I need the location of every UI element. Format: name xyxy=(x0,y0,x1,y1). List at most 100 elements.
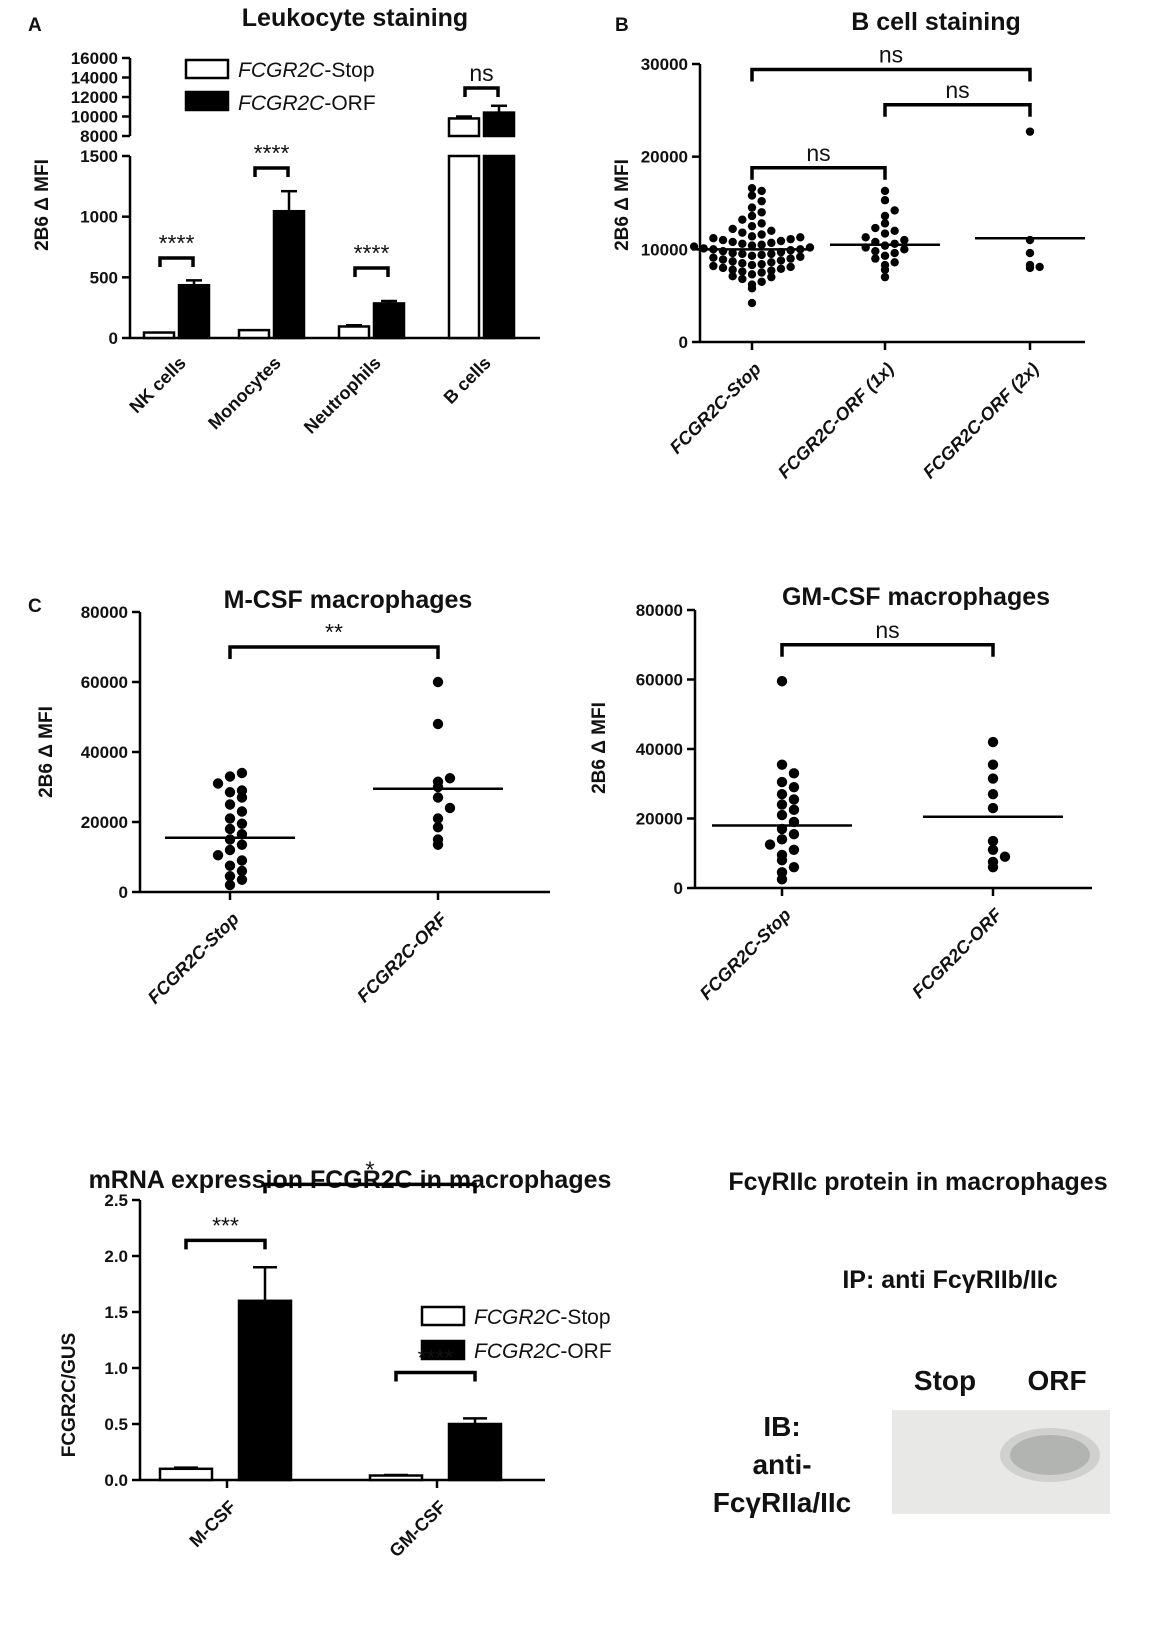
blot-ib-line2: anti- xyxy=(752,1449,811,1480)
bar-orf-d xyxy=(237,1299,293,1482)
y-tick-label-a: 14000 xyxy=(71,69,118,88)
blot-lane-stop: Stop xyxy=(914,1365,976,1396)
y-tick-label-d: 1.0 xyxy=(104,1359,128,1378)
data-point xyxy=(880,186,890,196)
chart-title-c2: GM-CSF macrophages xyxy=(782,583,1050,611)
legend-swatch-orf xyxy=(184,90,230,112)
data-point xyxy=(890,226,899,235)
x-tick-label: FCGR2C-Stop xyxy=(696,905,795,1004)
legend-label-orf: FCGR2C-ORF xyxy=(238,92,376,115)
panel-d-mrna-expression: mRNA expression FCGR2C in macrophages FC… xyxy=(59,1156,612,1561)
comparison-a-label: **** xyxy=(254,140,290,166)
data-point xyxy=(767,226,776,235)
data-point xyxy=(236,767,248,779)
legend-swatch-orf-d xyxy=(420,1339,466,1361)
data-point xyxy=(776,799,788,810)
blot-ib-line3: FcγRIIa/IIc xyxy=(713,1487,852,1518)
data-point xyxy=(432,822,444,833)
bar-orf-d xyxy=(447,1422,503,1482)
y-tick-label: 20000 xyxy=(641,148,688,167)
data-point xyxy=(786,234,795,244)
data-point xyxy=(718,255,728,264)
data-point xyxy=(747,191,757,200)
y-tick-label-d: 2.5 xyxy=(104,1191,128,1210)
data-point xyxy=(757,250,766,260)
data-point xyxy=(776,759,788,770)
chart-title-a: Leukocyte staining xyxy=(242,4,468,32)
comparison-bracket xyxy=(780,643,995,657)
chart-title-d: mRNA expression FCGR2C in macrophages xyxy=(89,1166,612,1194)
data-point xyxy=(728,224,737,234)
comparison-a-bracket xyxy=(463,86,500,97)
y-tick-label: 80000 xyxy=(636,601,683,620)
data-point xyxy=(776,776,788,788)
x-tick-label: FCGR2C-Stop xyxy=(144,909,243,1008)
data-point xyxy=(1025,260,1035,270)
data-point xyxy=(880,260,890,270)
data-point xyxy=(880,211,890,221)
bar-orf xyxy=(177,283,211,340)
data-point xyxy=(788,844,800,855)
data-point xyxy=(718,235,728,245)
data-point xyxy=(788,861,800,873)
panel-b-b-cell-staining: B B cell staining 2B6 Δ MFI 0 10000 20000 3… xyxy=(612,8,1085,482)
data-point xyxy=(764,839,776,850)
comparison-label: ns xyxy=(875,617,899,643)
data-point xyxy=(861,233,870,242)
data-point xyxy=(805,243,815,252)
data-point xyxy=(738,274,747,284)
data-point xyxy=(718,263,728,273)
x-tick-label: FCGR2C-ORF (2x) xyxy=(919,359,1043,483)
legend-a: FCGR2C-Stop FCGR2C-ORF xyxy=(184,58,376,115)
data-point xyxy=(212,850,224,861)
y-tick-label-a: 0 xyxy=(109,329,118,348)
x-tick-label: FCGR2C-ORF (1x) xyxy=(774,359,898,483)
data-point xyxy=(767,249,776,259)
comparison-d-label: **** xyxy=(418,1344,454,1370)
data-point xyxy=(987,802,999,814)
data-point xyxy=(1035,262,1044,272)
panel-letter-b: B xyxy=(615,15,629,36)
data-point xyxy=(432,776,444,787)
chart-title-b: B cell staining xyxy=(851,8,1020,36)
data-point xyxy=(747,232,757,241)
legend-d: FCGR2C-Stop FCGR2C-ORF xyxy=(420,1305,612,1363)
panel-c-gm-csf-macrophages: GM-CSF macrophages 2B6 Δ MFI 0 20000 40000… xyxy=(589,583,1092,1004)
data-point xyxy=(432,792,444,803)
chart-title-c1: M-CSF macrophages xyxy=(224,586,473,614)
data-point xyxy=(788,782,800,793)
data-point xyxy=(224,844,236,856)
y-tick-label-a: 1500 xyxy=(80,147,118,166)
data-point xyxy=(871,246,880,256)
y-axis-label-d: FCGR2C/GUS xyxy=(59,1333,80,1458)
data-point xyxy=(880,272,890,282)
data-point xyxy=(738,249,747,259)
data-point xyxy=(757,230,766,239)
bar-stop xyxy=(142,331,176,340)
panel-a-leukocyte-staining: A Leukocyte staining 2B6 Δ MFI FCGR2C-St… xyxy=(28,4,540,438)
y-tick-label: 80000 xyxy=(81,603,128,622)
bar-orf xyxy=(272,209,306,340)
data-point xyxy=(747,203,757,212)
data-point xyxy=(236,806,248,817)
comparison-bracket xyxy=(750,166,887,180)
x-tick-label-a: Monocytes xyxy=(204,353,285,434)
data-point xyxy=(999,851,1011,862)
data-point xyxy=(747,211,757,221)
comparison-d-label: * xyxy=(366,1156,375,1182)
data-point xyxy=(432,676,444,688)
data-point xyxy=(224,787,236,798)
data-point xyxy=(444,773,456,784)
y-tick-label: 20000 xyxy=(636,810,683,829)
data-point xyxy=(757,268,766,277)
x-tick-label: FCGR2C-ORF xyxy=(908,904,1006,1002)
panel-c-m-csf-macrophages: C M-CSF macrophages 2B6 Δ MFI 0 20000 4000… xyxy=(28,586,550,1008)
data-point xyxy=(224,823,236,835)
bar-stop-d xyxy=(158,1467,214,1482)
bar-orf xyxy=(372,302,406,340)
data-point xyxy=(757,219,766,228)
data-point xyxy=(900,235,909,245)
comparison-bracket xyxy=(228,645,440,659)
data-point xyxy=(871,254,880,263)
blot-band-orf-halo xyxy=(1000,1428,1100,1482)
